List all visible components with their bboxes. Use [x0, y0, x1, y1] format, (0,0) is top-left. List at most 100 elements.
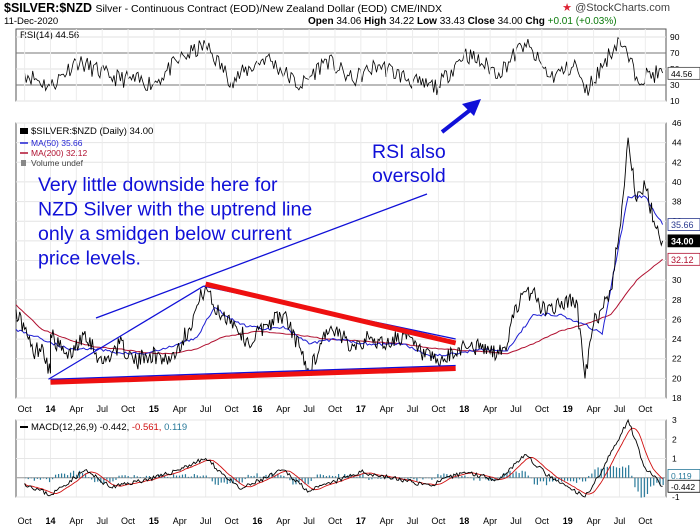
- macd-histogram-bar: [640, 477, 642, 498]
- macd-histogram-bar: [368, 477, 370, 480]
- macd-x-tick-label: Oct: [638, 516, 653, 526]
- price-x-tick-label: Jul: [200, 404, 212, 414]
- macd-x-tick-label: Apr: [69, 516, 83, 526]
- price-x-tick-label: 14: [45, 404, 55, 414]
- low-label: Low: [416, 16, 437, 27]
- macd-x-tick-label: Jul: [614, 516, 626, 526]
- price-x-tick-label: Oct: [328, 404, 343, 414]
- macd-histogram-bar: [325, 476, 328, 478]
- macd-histogram-bar: [653, 477, 655, 486]
- macd-histogram-bar: [334, 476, 337, 478]
- macd-histogram-bar: [615, 467, 618, 478]
- macd-histogram-bar: [217, 477, 219, 486]
- price-value-label: 34.00: [671, 236, 694, 246]
- macd-histogram-bar: [380, 477, 382, 479]
- macd-histogram-bar: [292, 477, 294, 485]
- macd-histogram-bar: [440, 475, 442, 478]
- exchange: CME/INDX: [390, 3, 443, 15]
- ma200-value-label: 32.12: [671, 255, 694, 265]
- macd-histogram-bar: [637, 477, 639, 492]
- price-tick-label: 26: [672, 314, 682, 324]
- price-x-tick-label: Oct: [225, 404, 240, 414]
- macd-histogram-bar: [575, 477, 578, 483]
- macd-histogram-bar: [377, 477, 379, 479]
- macd-signal-value: -0.561,: [132, 422, 164, 433]
- price-x-tick-label: Jul: [510, 404, 522, 414]
- macd-histogram-bar: [452, 477, 454, 479]
- macd-histogram-bar: [223, 477, 225, 483]
- macd-histogram-bar: [121, 475, 123, 478]
- macd-histogram-bar: [88, 477, 90, 478]
- macd-histogram-bar: [518, 473, 520, 478]
- macd-histogram-bar: [425, 477, 427, 479]
- macd-x-tick-label: Oct: [535, 516, 550, 526]
- macd-histogram-bar: [643, 477, 645, 498]
- rsi-tick-label: 70: [670, 48, 680, 58]
- macd-histogram-bar: [319, 474, 321, 478]
- macd-histogram-bar: [178, 475, 181, 478]
- macd-histogram-bar: [238, 477, 240, 484]
- price-x-tick-label: 17: [356, 404, 366, 414]
- macd-x-tick-label: 14: [45, 516, 55, 526]
- macd-histogram-bar: [539, 477, 542, 482]
- macd-histogram-bar: [597, 467, 599, 478]
- macd-legend-name: MACD(12,26,9): [31, 422, 100, 433]
- low-value: 33.43: [439, 16, 465, 27]
- macd-histogram-bar: [118, 475, 120, 478]
- macd-histogram-bar: [75, 474, 78, 478]
- macd-histogram-bar: [374, 477, 376, 479]
- macd-x-tick-label: Jul: [200, 516, 212, 526]
- macd-histogram-bar: [322, 475, 324, 478]
- macd-histogram-bar: [42, 477, 45, 479]
- macd-histogram-bar: [130, 477, 132, 479]
- macd-histogram-bar: [548, 477, 551, 482]
- stockcharts-logo[interactable]: ★ @StockCharts.com: [562, 1, 670, 14]
- macd-histogram-bar: [283, 475, 285, 478]
- price-tick-label: 46: [672, 118, 682, 128]
- macd-histogram-bar: [271, 473, 273, 478]
- ma50-value-label: 35.66: [671, 220, 694, 230]
- macd-histogram-bar: [133, 475, 135, 478]
- price-tick-label: 38: [672, 197, 682, 207]
- macd-histogram-bar: [603, 467, 605, 478]
- macd-histogram-value-label: 0.119: [671, 471, 692, 481]
- price-tick-label: 30: [672, 275, 682, 285]
- macd-histogram-bar: [506, 473, 508, 478]
- price-x-tick-label: Jul: [96, 404, 108, 414]
- price-x-tick-label: Apr: [173, 404, 187, 414]
- macd-histogram-bar: [588, 475, 590, 478]
- macd-histogram-bar: [569, 477, 572, 482]
- macd-histogram-bar: [30, 477, 32, 479]
- macd-histogram-bar: [503, 472, 505, 478]
- high-value: 34.22: [389, 16, 415, 27]
- macd-histogram-bar: [618, 468, 621, 478]
- macd-histogram-bar: [356, 477, 358, 478]
- macd-tick-label: 3: [672, 415, 677, 425]
- macd-histogram-bar: [350, 474, 352, 478]
- macd-histogram-bar: [84, 473, 87, 478]
- macd-histogram-bar: [551, 477, 554, 482]
- macd-x-tick-label: Jul: [96, 516, 108, 526]
- macd-histogram-bar: [407, 477, 409, 480]
- open-value: 34.06: [336, 16, 362, 27]
- logo-star-icon: ★: [562, 2, 573, 14]
- macd-histogram-bar: [359, 473, 361, 478]
- macd-histogram-bar: [621, 466, 624, 478]
- price-x-tick-label: Oct: [431, 404, 446, 414]
- macd-histogram-bar: [274, 475, 276, 478]
- macd-histogram-bar: [27, 477, 29, 480]
- legend-price-swatch: [20, 128, 28, 134]
- macd-histogram-bar: [142, 477, 144, 478]
- macd-histogram-bar: [662, 477, 664, 486]
- macd-x-tick-label: 17: [356, 516, 366, 526]
- macd-histogram-bar: [265, 474, 267, 478]
- macd-histogram-bar: [316, 474, 318, 478]
- legend-ma200-label: MA(200) 32.12: [31, 148, 87, 158]
- macd-histogram-bar: [584, 477, 587, 482]
- close-label: Close: [467, 16, 495, 27]
- macd-histogram-bar: [310, 477, 312, 482]
- macd-x-tick-label: Oct: [431, 516, 446, 526]
- macd-histogram-bar: [286, 477, 288, 479]
- macd-histogram-bar: [24, 477, 26, 479]
- macd-histogram-bar: [172, 474, 175, 478]
